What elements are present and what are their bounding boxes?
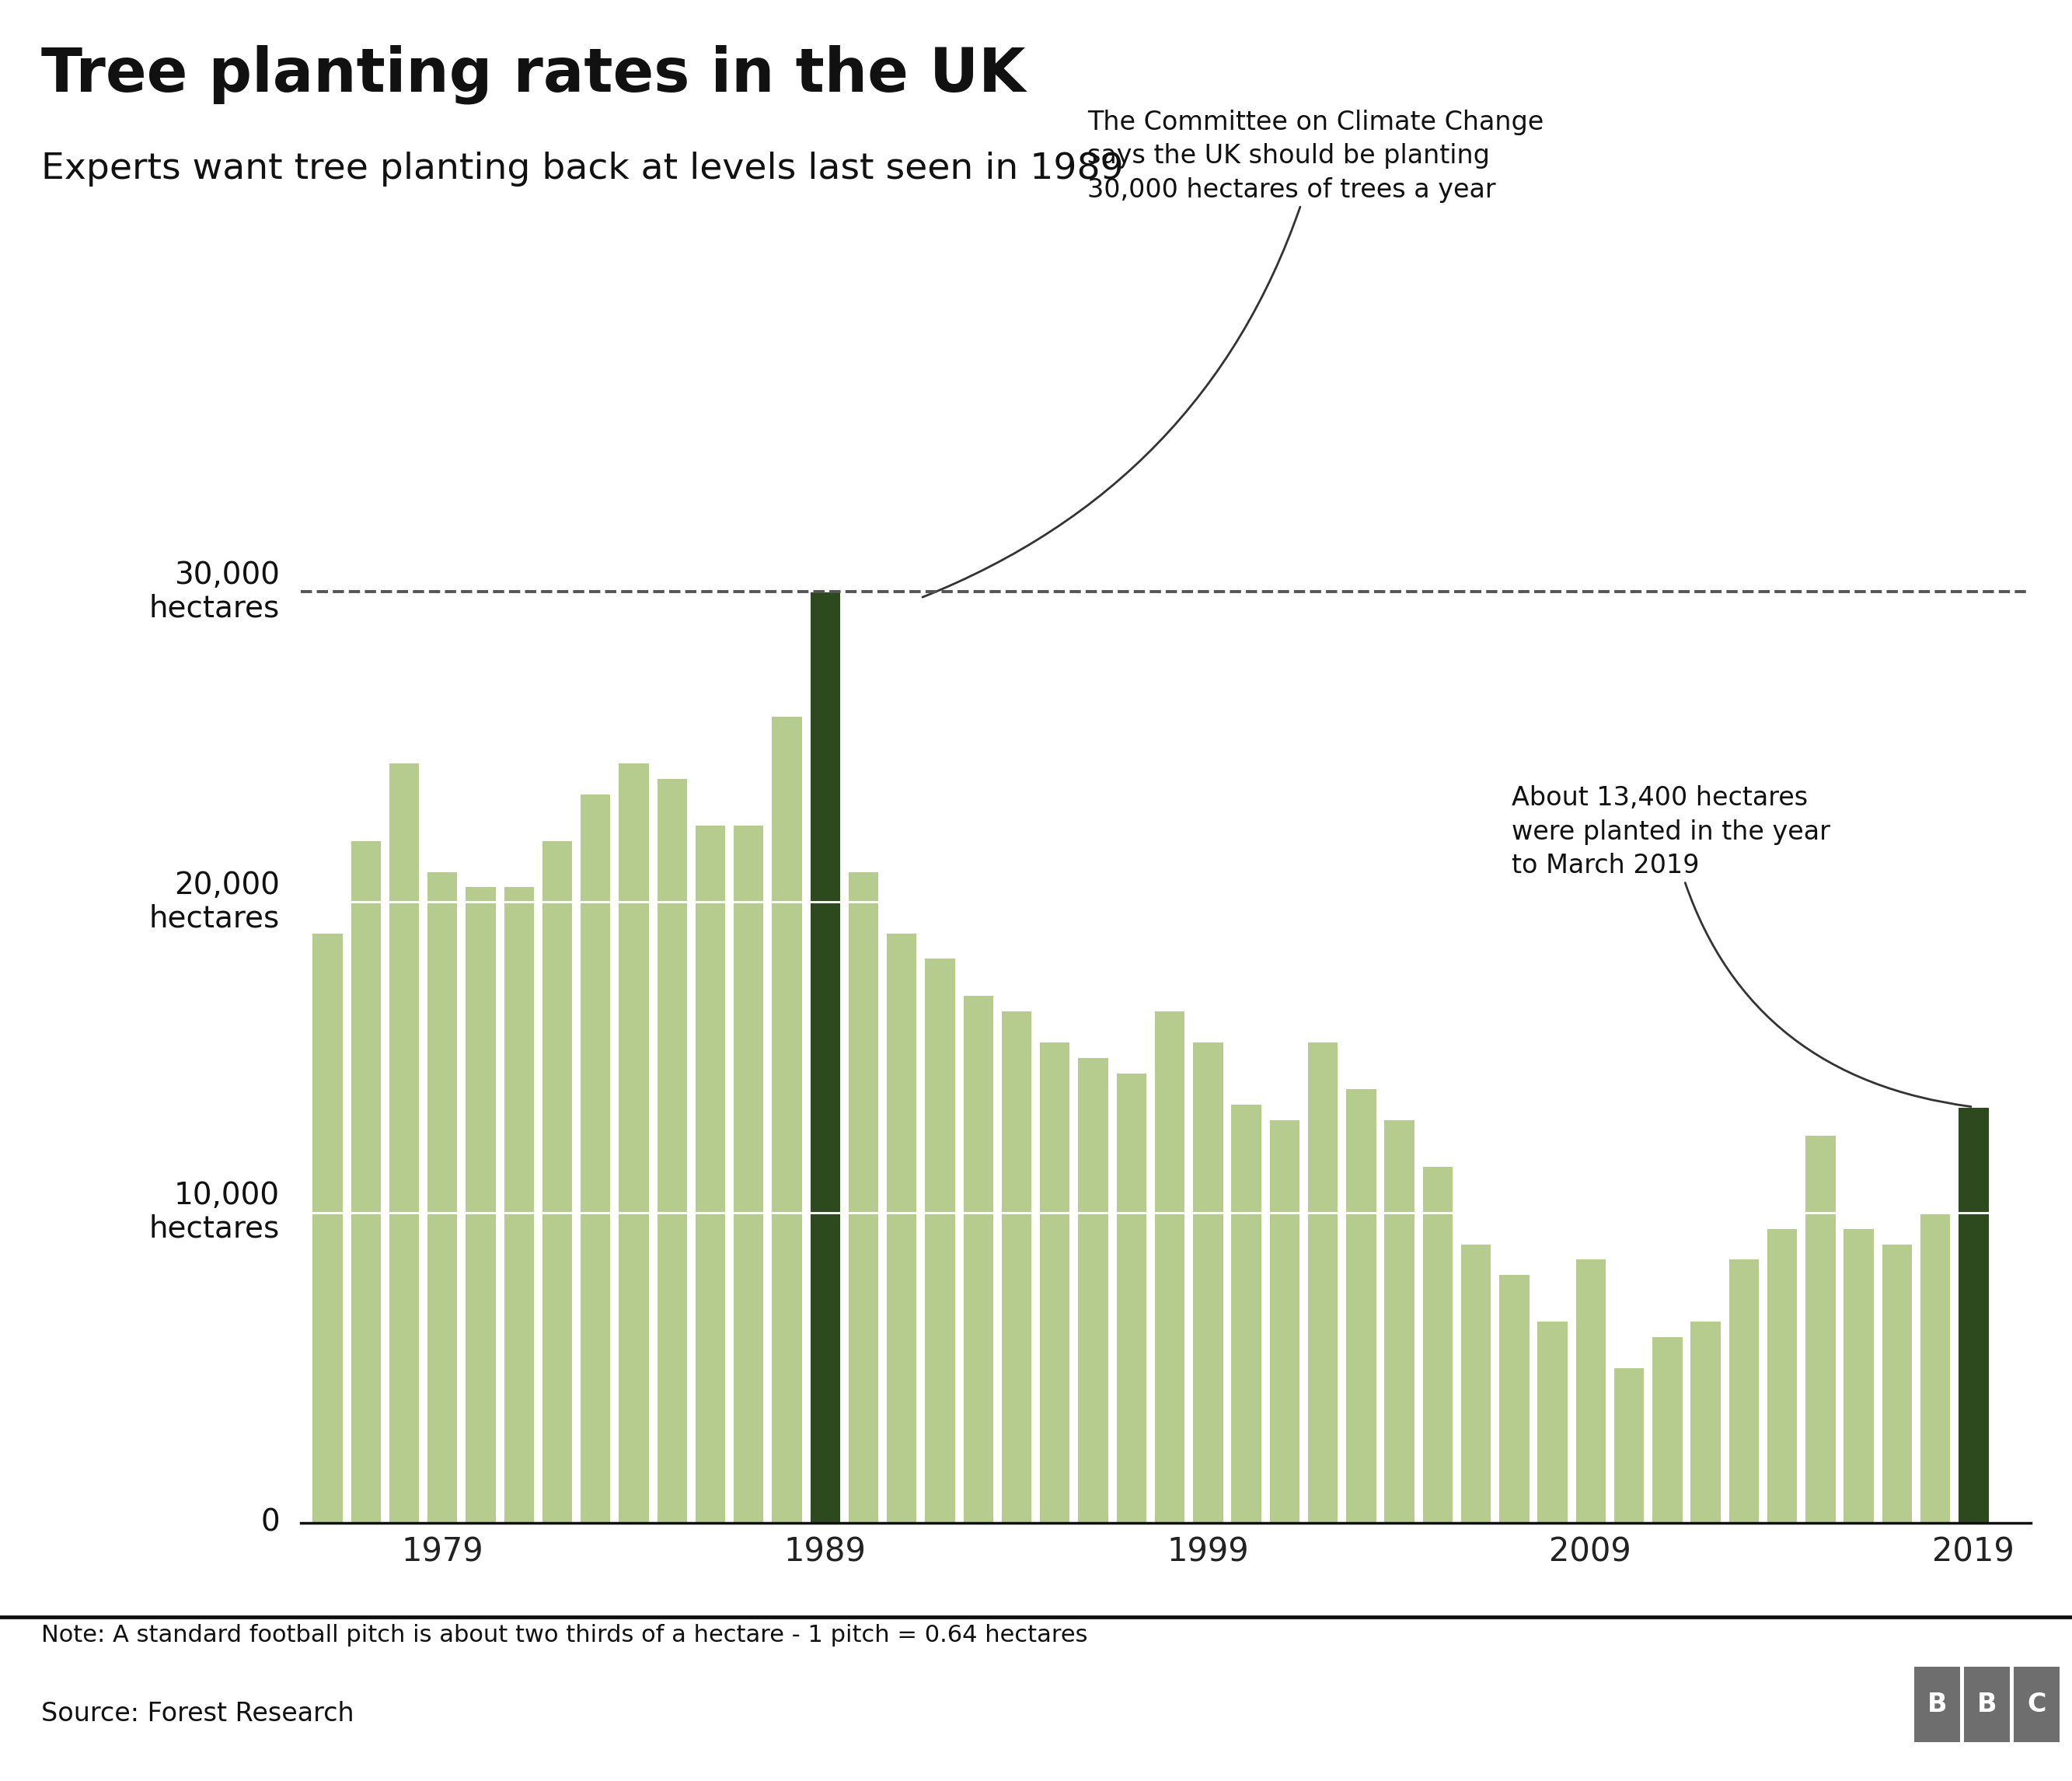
Text: Note: A standard football pitch is about two thirds of a hectare - 1 pitch = 0.6: Note: A standard football pitch is about… [41, 1624, 1088, 1647]
Text: Source: Forest Research: Source: Forest Research [41, 1701, 354, 1726]
Text: About 13,400 hectares
were planted in the year
to March 2019: About 13,400 hectares were planted in th… [1510, 785, 1970, 1106]
Bar [924, 958, 955, 1523]
Bar [580, 794, 611, 1523]
Bar [963, 996, 992, 1523]
Text: 30,000
hectares: 30,000 hectares [149, 561, 280, 623]
Bar [733, 825, 765, 1523]
Text: B: B [1927, 1692, 1948, 1717]
Bar [1919, 1213, 1950, 1523]
Bar [1001, 1012, 1032, 1523]
Bar [541, 841, 572, 1523]
Bar [1958, 1108, 1989, 1523]
Bar [1767, 1227, 1796, 1523]
Text: The Committee on Climate Change
says the UK should be planting
30,000 hectares o: The Committee on Climate Change says the… [922, 110, 1544, 597]
Bar [1805, 1134, 1836, 1523]
Bar [1307, 1042, 1339, 1523]
Bar [1461, 1243, 1492, 1523]
Bar [350, 841, 381, 1523]
Bar [810, 591, 839, 1523]
Text: C: C [2026, 1692, 2047, 1717]
Bar [1421, 1167, 1452, 1523]
Bar [1842, 1227, 1873, 1523]
Bar [657, 778, 688, 1523]
Bar [1231, 1104, 1262, 1523]
Bar [694, 825, 725, 1523]
Bar [1268, 1118, 1299, 1523]
Bar [1115, 1072, 1146, 1523]
Bar [1384, 1118, 1415, 1523]
Bar [1881, 1243, 1912, 1523]
Bar [313, 933, 342, 1523]
Bar [1614, 1368, 1643, 1523]
Bar [387, 762, 419, 1523]
Bar [847, 871, 879, 1523]
Bar [1345, 1088, 1376, 1523]
Bar [464, 887, 495, 1523]
Bar [427, 871, 458, 1523]
Bar [1537, 1322, 1566, 1523]
Text: 20,000
hectares: 20,000 hectares [149, 871, 280, 933]
Bar [617, 762, 649, 1523]
Text: Tree planting rates in the UK: Tree planting rates in the UK [41, 45, 1026, 103]
Bar [1651, 1336, 1682, 1523]
Text: B: B [1977, 1692, 1997, 1717]
Text: Experts want tree planting back at levels last seen in 1989: Experts want tree planting back at level… [41, 151, 1123, 187]
Bar [771, 716, 802, 1523]
Bar [1498, 1275, 1529, 1523]
Bar [1728, 1259, 1759, 1523]
Bar [1154, 1012, 1185, 1523]
Bar [1040, 1042, 1069, 1523]
Bar [1191, 1042, 1222, 1523]
Text: 0: 0 [261, 1509, 280, 1537]
Bar [1077, 1058, 1109, 1523]
Bar [503, 887, 535, 1523]
Text: 10,000
hectares: 10,000 hectares [149, 1181, 280, 1243]
Bar [1575, 1259, 1606, 1523]
Bar [887, 933, 916, 1523]
Bar [1691, 1322, 1720, 1523]
